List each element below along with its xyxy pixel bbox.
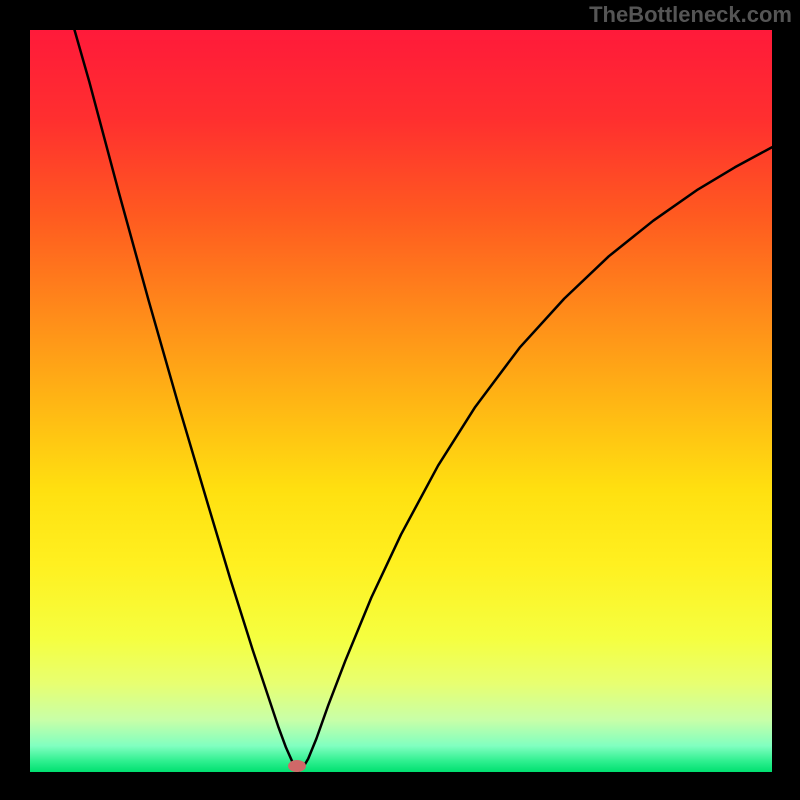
chart-container: TheBottleneck.com xyxy=(0,0,800,800)
watermark-text: TheBottleneck.com xyxy=(589,2,792,28)
curve-overlay xyxy=(0,0,800,800)
bottleneck-curve xyxy=(75,30,772,771)
minimum-marker xyxy=(288,760,306,772)
